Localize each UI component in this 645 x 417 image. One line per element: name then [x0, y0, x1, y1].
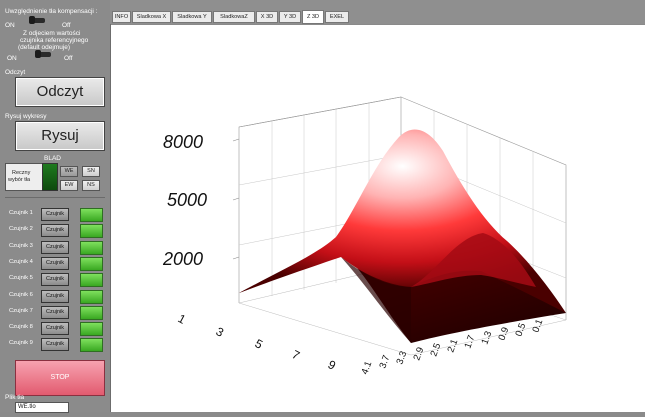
tab-x-3d[interactable]: X 3D	[256, 11, 278, 23]
sensor-label: Czujnik 9	[9, 340, 33, 347]
sensor-led	[80, 256, 103, 271]
compensation-toggle[interactable]	[29, 16, 45, 24]
y-tick-label: 4.1	[359, 360, 374, 376]
sensor-button[interactable]: Czujnik	[41, 240, 69, 254]
manual-background-switch[interactable]	[42, 163, 58, 191]
error-label: BLAD	[44, 155, 61, 162]
y-tick-label: 2.1	[445, 338, 460, 354]
switch1-on-label: ON	[5, 22, 15, 29]
tab-sladkowa-y[interactable]: Sladkowa Y	[172, 11, 212, 23]
sensor-button[interactable]: Czujnik	[41, 289, 69, 303]
sensor-label: Czujnik 1	[9, 210, 33, 216]
surface-front-shade	[341, 257, 411, 343]
draw-button[interactable]: Rysuj	[15, 121, 105, 151]
x-tick-label: 9	[326, 357, 339, 373]
manual-background-box: Reczny wybór tła	[5, 163, 43, 191]
x-tick-label: 3	[214, 324, 227, 340]
sensor-label: Czujnik 5	[9, 275, 33, 282]
sensor-label: Czujnik 7	[9, 307, 33, 314]
tab-info[interactable]: INFO	[112, 11, 131, 23]
sensor-led	[80, 240, 103, 255]
x-axis-labels: 1 3 5 7 9	[176, 311, 339, 373]
sensor-label: Czujnik 6	[9, 291, 33, 298]
sensor-button[interactable]: Czujnik	[41, 224, 69, 238]
x-tick-label: 7	[290, 347, 303, 363]
read-section-label: Odczyt	[5, 69, 26, 76]
y-tick-label: 0.9	[496, 326, 511, 342]
stop-button[interactable]: STOP	[15, 360, 105, 396]
compensation-label: Uwzględnienie tła kompensacji :	[5, 8, 98, 15]
y-axis-labels: 4.1 3.7 3.3 2.9 2.5 2.1 1.7 1.3 0.9 0.5 …	[359, 318, 545, 376]
read-button[interactable]: Odczyt	[15, 77, 105, 107]
sensor-led	[80, 289, 103, 304]
y-tick-label: 2.5	[428, 342, 443, 358]
reference-label-3: (default odejmuje)	[18, 44, 71, 51]
y-tick-label: 0.5	[513, 322, 528, 338]
sensor-button[interactable]: Czujnik	[41, 322, 69, 336]
y-tick-label: 2.9	[411, 346, 426, 362]
plot-area: 8000 5000 2000 1 3 5 7 9 4.1 3.7 3.3 2.9…	[111, 25, 645, 412]
switch1-off-label: Off	[62, 22, 71, 29]
switch2-off-label: Off	[64, 55, 73, 62]
draw-section-label: Rysuj wykresy	[5, 113, 47, 120]
control-panel: Uwzględnienie tła kompensacji : ON Off Z…	[0, 0, 111, 413]
sensor-led	[80, 224, 103, 239]
sensor-led	[80, 273, 103, 288]
sensor-label: Czujnik 4	[9, 258, 33, 265]
sensor-button[interactable]: Czujnik	[41, 273, 69, 287]
direction-sn-button[interactable]: SN	[82, 166, 100, 177]
surface-front-ridge	[411, 233, 536, 287]
tab-exel[interactable]: EXEL	[325, 11, 349, 23]
sensor-label: Czujnik 8	[9, 324, 33, 331]
sensor-label: Czujnik 2	[9, 226, 33, 233]
z-tick-label: 8000	[163, 132, 203, 152]
tab-z-3d[interactable]: Z 3D	[302, 10, 324, 24]
y-tick-label: 1.7	[462, 334, 477, 350]
direction-we-button[interactable]: WE	[60, 166, 78, 177]
reference-label-1: Z odjeciem wartości	[23, 30, 81, 37]
z-tick-label: 2000	[162, 249, 203, 269]
tab-bar: INFO Sladkowa X Sladkowa Y SladkowaZ X 3D Y 3…	[110, 0, 645, 24]
sensor-button[interactable]: Czujnik	[41, 256, 69, 270]
reference-toggle[interactable]	[35, 50, 51, 58]
sensor-led	[80, 208, 103, 222]
tab-sladkowa-x[interactable]: Sladkowa X	[132, 11, 171, 23]
sensor-label: Czujnik 3	[9, 242, 33, 249]
sensor-button[interactable]: Czujnik	[41, 208, 69, 221]
file-label: Plik tła	[5, 394, 25, 401]
sensor-button[interactable]: Czujnik	[41, 305, 69, 319]
manual-label-2: wybór tła	[8, 177, 31, 183]
y-tick-label: 3.7	[377, 354, 392, 370]
reference-label-2: czujnika referencyjnego	[20, 37, 89, 44]
z-tick-label: 5000	[167, 190, 207, 210]
surface-plot: 8000 5000 2000 1 3 5 7 9 4.1 3.7 3.3 2.9…	[162, 96, 567, 376]
direction-ew-button[interactable]: EW	[60, 180, 78, 191]
sensor-led	[80, 305, 103, 320]
sensor-led	[80, 338, 103, 353]
file-field[interactable]: WE.tlo	[15, 402, 69, 413]
tab-sladkowaz[interactable]: SladkowaZ	[213, 11, 255, 23]
x-tick-label: 1	[176, 311, 189, 327]
z-ticks	[232, 138, 240, 260]
x-tick-label: 5	[253, 336, 266, 352]
switch2-on-label: ON	[7, 55, 17, 62]
sensor-led	[80, 322, 103, 337]
sensor-button[interactable]: Czujnik	[41, 338, 69, 352]
y-tick-label: 1.3	[479, 330, 494, 346]
y-tick-label: 0.1	[530, 318, 545, 334]
surface-peak	[239, 129, 566, 313]
y-tick-label: 3.3	[394, 350, 409, 366]
manual-label-1: Reczny	[12, 170, 31, 176]
sensor-grid	[5, 197, 105, 358]
tab-y-3d[interactable]: Y 3D	[279, 11, 301, 23]
direction-ns-button[interactable]: NS	[82, 180, 100, 191]
